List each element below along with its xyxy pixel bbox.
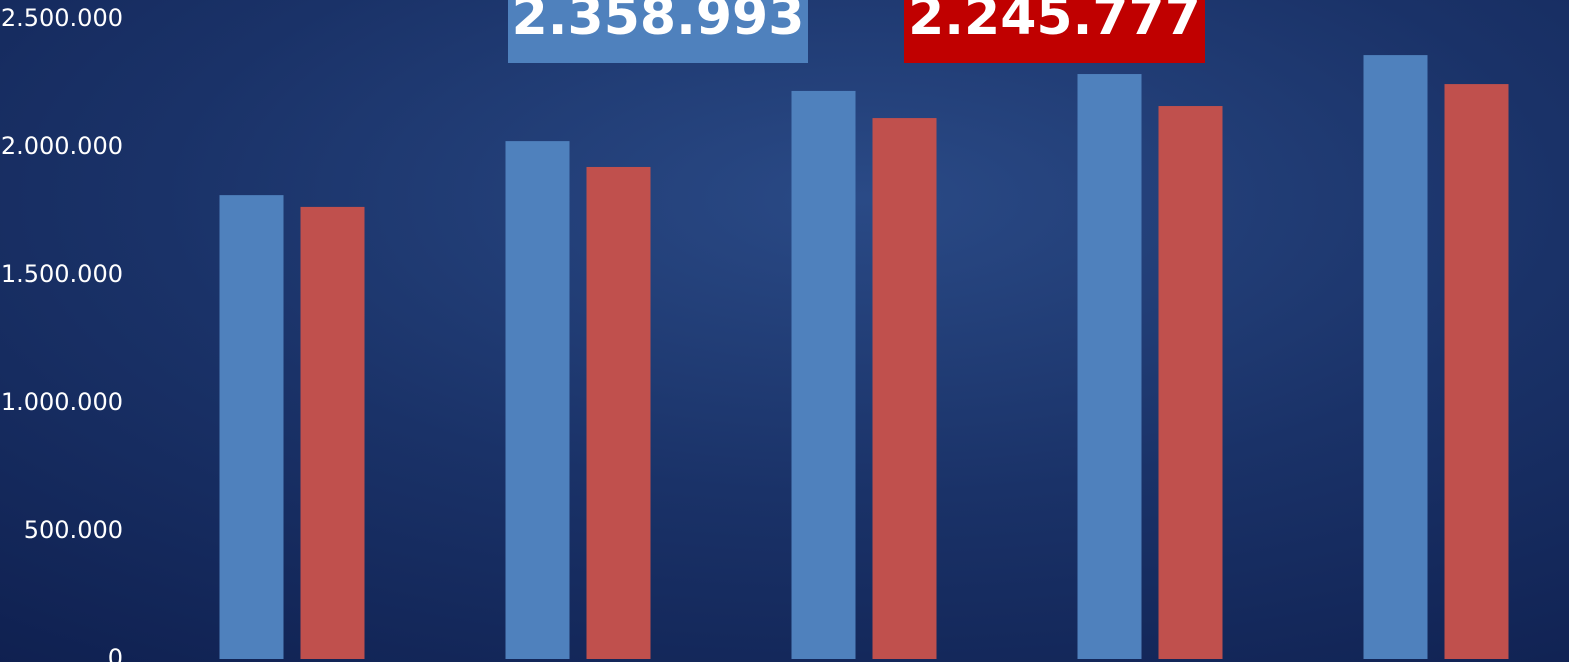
y-tick-label: 2.000.000 (1, 132, 123, 160)
y-tick-label: 0 (108, 644, 123, 662)
y-tick-label: 2.500.000 (1, 4, 123, 32)
bar (220, 195, 284, 659)
bar (301, 207, 365, 659)
bar (1159, 106, 1223, 659)
y-tick-label: 1.000.000 (1, 388, 123, 416)
bar (1078, 74, 1142, 659)
bar (873, 118, 937, 659)
bar (506, 141, 570, 659)
page: {"chart_data": {"type": "bar", "categori… (0, 0, 1569, 662)
annotation-text: 2.245.777 (908, 0, 1201, 47)
bar (1364, 55, 1428, 659)
chart: 0 500.000 1.000.000 1.500.000 2.000.000 2.500… (0, 0, 1569, 662)
annotation-text: 2.358.993 (512, 0, 805, 47)
bar (587, 167, 651, 659)
bar (1445, 84, 1509, 659)
y-tick-label: 500.000 (24, 516, 123, 544)
bar (792, 91, 856, 659)
y-tick-label: 1.500.000 (1, 260, 123, 288)
